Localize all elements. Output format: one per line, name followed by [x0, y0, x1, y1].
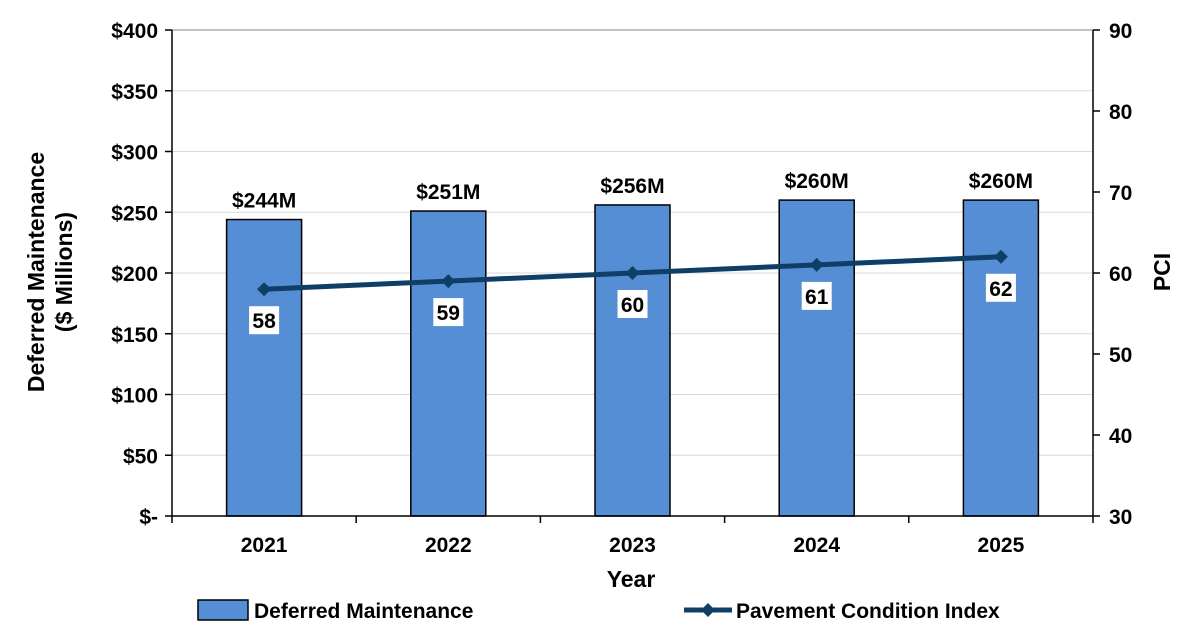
- left-axis-tick-label: $-: [139, 506, 158, 529]
- legend-label-pci: Pavement Condition Index: [736, 600, 1000, 623]
- right-axis-title: PCI: [1149, 253, 1175, 291]
- x-axis-tick-label: 2022: [425, 534, 472, 557]
- pci-marker: [257, 282, 272, 297]
- left-axis-tick-label: $50: [123, 445, 158, 468]
- left-axis-title-line1: Deferred Maintenance: [23, 152, 49, 392]
- pci-data-label: 59: [437, 302, 460, 325]
- right-axis-tick-label: 50: [1109, 344, 1132, 367]
- pci-marker: [625, 266, 640, 280]
- left-axis-tick-label: $150: [111, 324, 158, 347]
- pci-marker: [809, 257, 824, 272]
- left-axis-tick-label: $400: [111, 20, 158, 43]
- x-axis-tick-label: 2025: [978, 534, 1025, 557]
- right-axis-tick-label: 60: [1109, 263, 1132, 286]
- left-axis-tick-label: $250: [111, 202, 158, 225]
- pci-marker: [993, 249, 1008, 264]
- pci-data-label-bg: [801, 281, 832, 310]
- legend: Deferred Maintenance Pavement Condition …: [197, 599, 1000, 623]
- left-axis-tick-label: $350: [111, 81, 158, 104]
- bar-data-label: $256M: [600, 175, 664, 198]
- right-axis-tick-label: 40: [1109, 425, 1132, 448]
- x-axis-tick-label: 2024: [793, 534, 840, 557]
- bar-data-label: $251M: [416, 181, 480, 204]
- bar: [225, 218, 303, 517]
- data-labels-group: $244M $251M $256M $260M $260M 58 59 60 61 62: [232, 170, 1033, 335]
- bar: [962, 199, 1040, 517]
- pci-data-label: 61: [805, 286, 829, 309]
- bar-data-label: $260M: [785, 170, 849, 193]
- x-axis-tick-label: 2023: [609, 534, 656, 557]
- pci-data-label: 60: [621, 294, 644, 317]
- legend-swatch-pci-marker: [701, 603, 715, 617]
- x-axis-tick-label: 2021: [241, 534, 288, 557]
- line-series-group: [257, 249, 1008, 297]
- left-axis-title-line2: ($ Millions): [51, 212, 77, 332]
- bar: [410, 210, 487, 517]
- right-axis-tick-label: 30: [1109, 506, 1132, 529]
- legend-label-deferred-maintenance: Deferred Maintenance: [254, 600, 473, 623]
- bar: [778, 199, 855, 517]
- pci-data-label: 58: [252, 310, 276, 333]
- bars-group: [225, 199, 1040, 517]
- pci-data-label: 62: [989, 278, 1012, 301]
- left-axis-tick-label: $200: [111, 263, 158, 286]
- right-axis-tick-label: 90: [1109, 20, 1132, 43]
- legend-swatch-deferred-maintenance: [197, 599, 249, 621]
- left-axis-tick-label: $300: [111, 142, 158, 165]
- right-axis-tick-label: 70: [1109, 182, 1132, 205]
- bar-data-label: $244M: [232, 190, 296, 213]
- pci-marker: [441, 274, 456, 289]
- left-axis-tick-label: $100: [111, 385, 158, 408]
- bar-data-label: $260M: [969, 170, 1033, 193]
- pci-data-label-bg: [985, 273, 1016, 302]
- bar: [594, 204, 671, 517]
- x-axis-title: Year: [607, 566, 656, 592]
- pci-data-label-bg: [433, 298, 464, 327]
- pci-data-label-bg: [617, 290, 648, 318]
- axes: $- $50 $100 $150 $200 $250 $300 $350 $400 30 40 50 6…: [111, 20, 1132, 557]
- right-axis-tick-label: 80: [1109, 101, 1132, 124]
- pci-data-label-bg: [249, 306, 280, 335]
